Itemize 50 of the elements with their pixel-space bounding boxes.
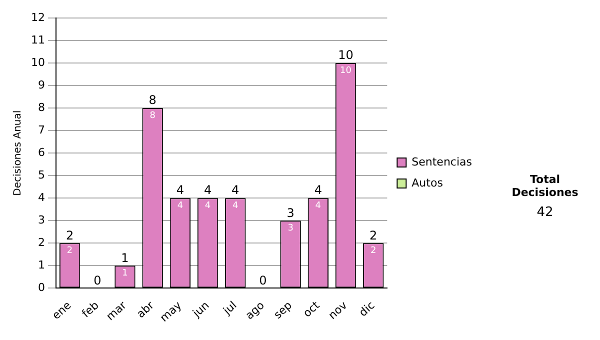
y-tick-label: 3: [38, 213, 45, 226]
y-axis-title: Decisiones Anual: [12, 110, 24, 196]
x-tick-label: dic: [356, 298, 378, 320]
text: 42: [536, 205, 554, 220]
x-tick-label: feb: [80, 298, 102, 320]
data-label: 10: [340, 66, 352, 76]
total-label: 0: [259, 273, 267, 288]
total-label: 4: [314, 183, 322, 198]
y-tick-label: 9: [38, 78, 45, 92]
total-label: 8: [148, 93, 156, 108]
total-label: 4: [232, 183, 240, 198]
y-tick-label: 5: [38, 168, 45, 182]
y-tick-label: 7: [38, 123, 45, 136]
total-label: 10: [338, 48, 354, 62]
total-label: 4: [176, 183, 184, 198]
x-tick-label: sep: [271, 298, 294, 322]
data-label: 2: [370, 246, 376, 256]
legend-label: Autos: [412, 176, 444, 190]
data-label: 4: [204, 200, 211, 211]
text: Total Decisiones: [510, 173, 580, 199]
total-label: 2: [370, 228, 378, 242]
data-label: 4: [315, 200, 322, 211]
data-label: 4: [232, 200, 239, 211]
x-tick-label: ene: [50, 298, 74, 322]
data-label: 8: [150, 110, 156, 121]
data-label: 1: [122, 268, 128, 279]
y-tick-label: 4: [38, 190, 45, 204]
y-tick-label: 6: [38, 146, 45, 159]
y-tick-label: 12: [30, 10, 45, 24]
y-tick-label: 1: [38, 258, 45, 272]
x-tick-label: abr: [134, 298, 157, 321]
data-label: 2: [66, 246, 73, 256]
data-label: 4: [177, 200, 184, 211]
total-label: 2: [66, 228, 74, 242]
total-label: 4: [204, 183, 212, 198]
y-tick-label: 11: [30, 33, 45, 46]
x-tick-label: ago: [242, 298, 268, 322]
x-tick-label: jul: [220, 298, 240, 318]
data-label: 3: [288, 223, 294, 234]
y-tick-label: 8: [38, 100, 45, 114]
total-label: 0: [94, 273, 102, 288]
x-tick-label: nov: [326, 298, 350, 322]
x-tick-label: jun: [190, 298, 212, 320]
y-tick-label: 10: [30, 56, 45, 69]
y-tick-label: 2: [38, 236, 45, 250]
x-tick-label: oct: [300, 298, 323, 320]
legend-label: Sentencias: [412, 155, 472, 168]
total-label: 1: [121, 250, 129, 265]
total-label: 3: [286, 206, 294, 220]
y-tick-label: 0: [38, 281, 45, 294]
